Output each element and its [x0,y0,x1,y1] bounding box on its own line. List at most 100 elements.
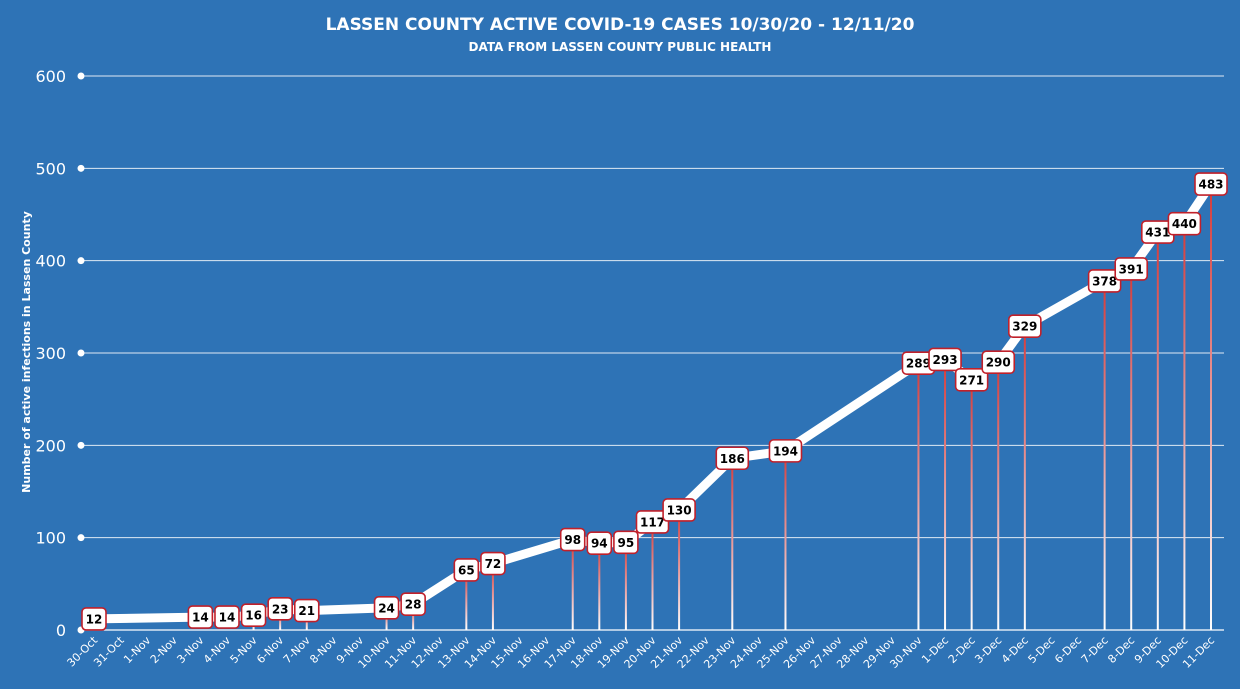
data-label: 14 [192,611,209,625]
data-label-box [1167,211,1202,236]
data-label: 290 [986,356,1011,370]
data-label-box [981,350,1016,375]
data-label-box [480,551,506,576]
drop-line [465,569,468,630]
data-label-box [267,596,293,621]
drop-line [1210,184,1212,630]
gridlines [80,75,1224,631]
data-label: 378 [1092,274,1117,288]
drop-line [491,563,494,630]
data-label-box [1087,269,1122,293]
x-tick-label: 31-Oct [91,633,127,669]
data-label-box [453,558,480,582]
data-label-box [373,596,400,620]
drop-line [412,604,415,630]
chart-subtitle: DATA FROM LASSEN COUNTY PUBLIC HEALTH [469,40,772,54]
data-label: 21 [298,604,315,618]
data-label-box [81,607,107,631]
data-label: 23 [272,602,289,616]
data-label: 65 [458,563,475,577]
data-label: 130 [667,503,692,517]
data-label: 186 [720,452,745,466]
x-tick-label: 3-Dec [972,634,1004,666]
data-label-box [954,367,989,392]
data-label: 289 [906,357,931,371]
y-tick-dot [77,164,85,172]
data-label-box [715,446,750,471]
y-tick-dot [77,534,85,542]
y-tick-label: 400 [35,252,66,271]
y-tick-label: 300 [35,344,66,363]
x-tick-label: 5-Dec [1026,634,1058,666]
data-label: 440 [1172,217,1197,231]
data-label-box [1008,314,1042,339]
y-tick-label: 200 [35,436,66,455]
data-label: 117 [640,515,665,529]
data-label-box [187,605,214,629]
data-label-box [768,439,803,463]
drop-line [1103,280,1106,630]
x-tick-label: 4-Dec [999,634,1031,666]
data-label: 14 [219,611,236,625]
data-label-box [559,527,586,552]
drop-line [678,509,681,630]
data-label-box [1114,257,1149,281]
drop-line [997,362,1000,630]
y-tick-label: 500 [35,159,66,178]
y-tick-label: 100 [35,529,66,548]
data-label-box [293,598,320,623]
data-label-box [400,592,426,616]
data-label-box [1194,172,1228,196]
drop-line [784,450,787,630]
y-tick-dot [77,441,85,449]
data-label-box [662,498,696,522]
drop-line [917,363,920,630]
x-axis-ticks: 30-Oct31-Oct1-Nov2-Nov3-Nov4-Nov5-Nov6-N… [65,633,1218,671]
data-label: 271 [959,373,984,387]
drop-line [651,521,654,630]
data-label: 95 [618,536,635,550]
data-label: 98 [564,533,581,547]
x-tick-label: 8-Dec [1105,634,1137,666]
x-tick-label: 2-Dec [946,634,978,666]
x-tick-label: 1-Nov [121,634,153,666]
chart-title: LASSEN COUNTY ACTIVE COVID-19 CASES 10/3… [326,15,915,35]
data-label: 12 [86,612,103,626]
x-tick-label: 7-Nov [281,634,313,666]
data-label: 72 [485,557,502,571]
data-label-box [586,531,613,556]
drop-line [624,542,627,630]
drop-line [598,543,601,630]
data-label: 16 [245,609,262,623]
drop-line [1156,232,1159,630]
y-tick-dot [77,72,85,80]
data-label: 391 [1119,262,1144,276]
x-tick-label: 3-Nov [174,634,206,666]
data-label: 431 [1145,226,1170,240]
data-label: 194 [773,444,798,458]
y-axis-label: Number of active infections in Lassen Co… [20,211,33,493]
data-label: 483 [1198,178,1223,192]
data-label-box [635,510,670,534]
drop-line [970,379,973,630]
data-label: 24 [378,601,395,615]
x-tick-label: 8-Nov [307,634,339,666]
x-tick-label: 1-Dec [919,634,951,666]
data-label: 28 [405,598,422,612]
data-label: 94 [591,537,608,551]
x-tick-label: 4-Nov [201,634,233,666]
y-tick-dot [77,349,85,357]
drop-line [1023,326,1026,630]
drop-line [944,359,947,630]
y-tick-label: 600 [35,67,66,86]
x-tick-label: 2-Nov [148,634,180,666]
data-label-box [928,347,962,372]
drop-line [571,539,574,630]
drop-line [1183,223,1186,630]
y-axis-ticks: 0 100 200 300 400 500 600 [35,67,85,640]
data-label-box [214,605,240,629]
data-label: 329 [1012,320,1037,334]
